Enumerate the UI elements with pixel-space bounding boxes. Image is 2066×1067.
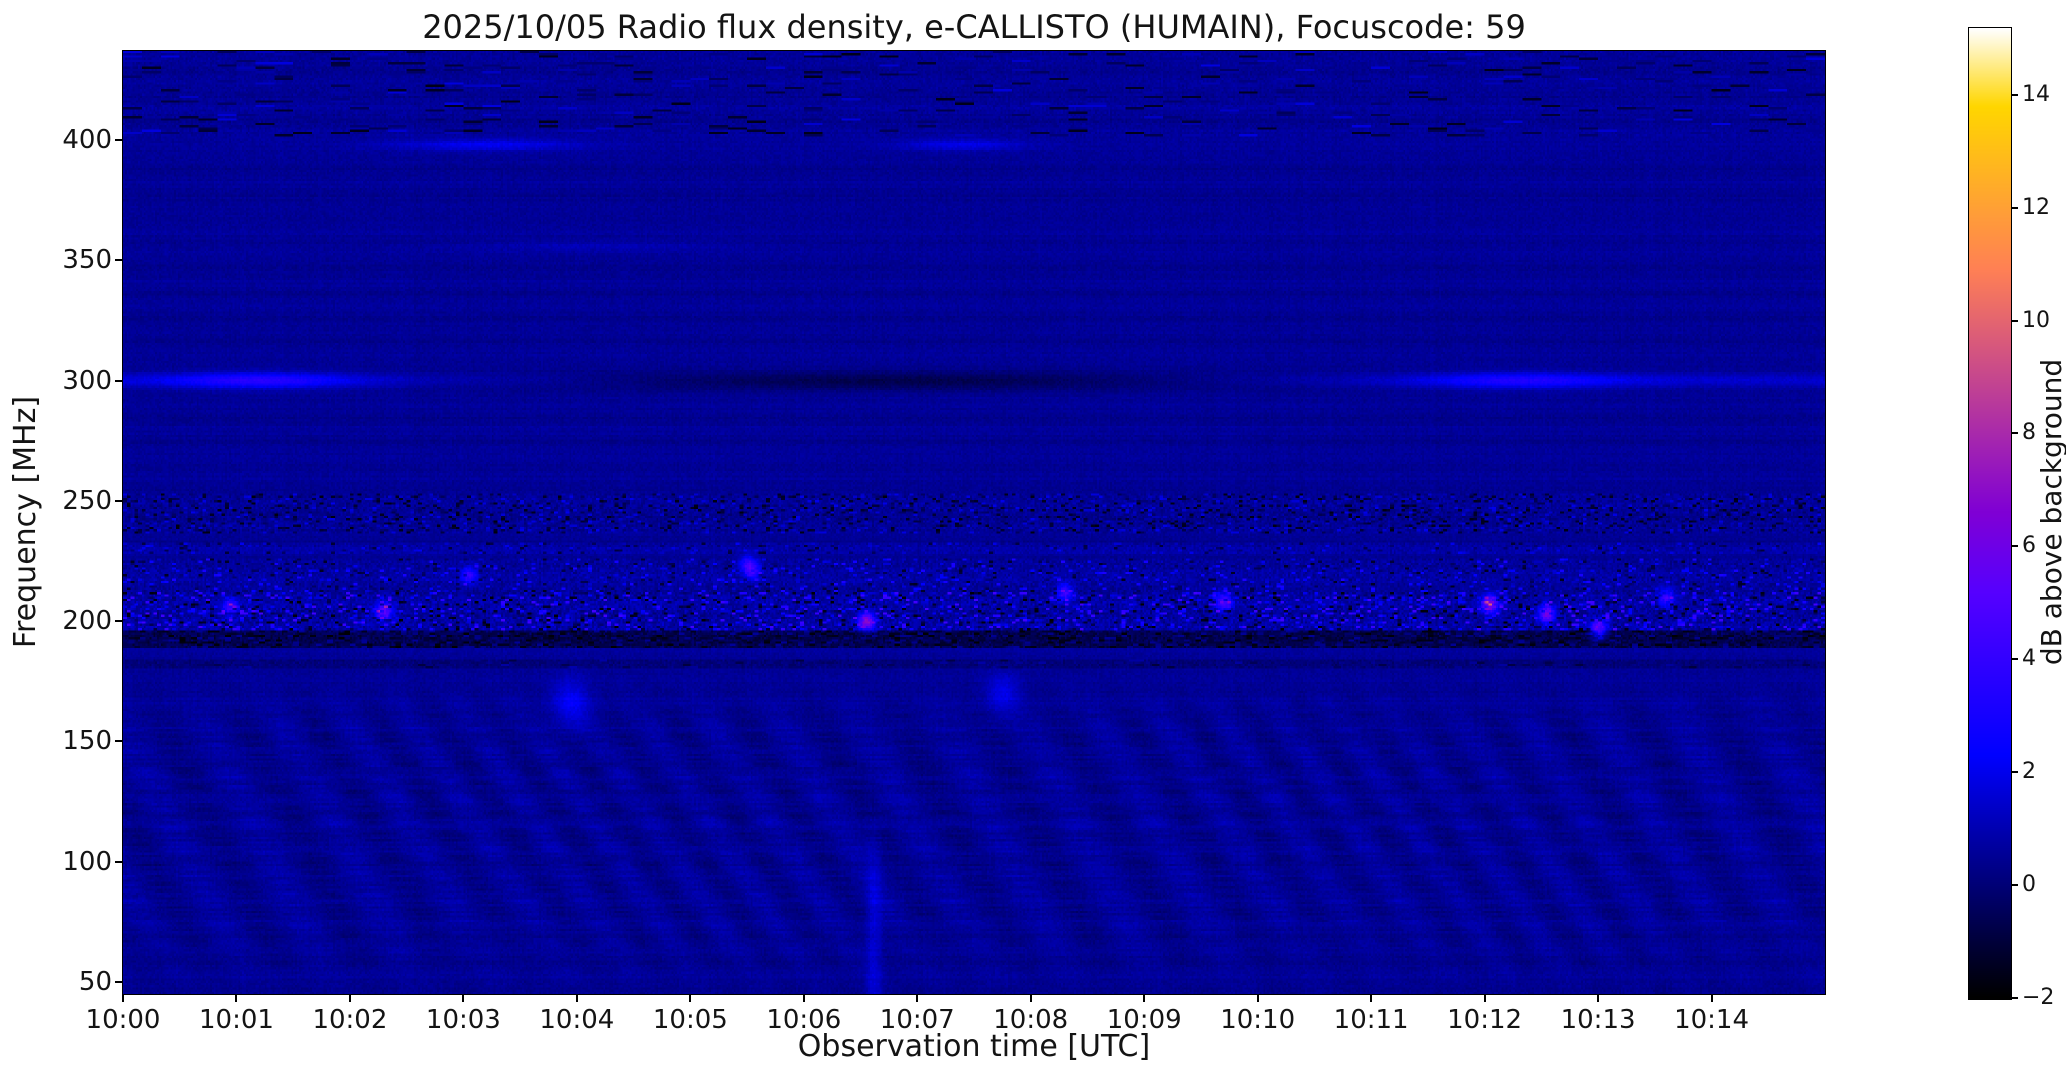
x-tick-mark xyxy=(462,995,465,1002)
x-tick-label: 10:04 xyxy=(539,1005,615,1035)
colorbar-tick-label: 8 xyxy=(2022,420,2036,446)
y-tick-mark xyxy=(115,139,122,141)
x-tick-label: 10:02 xyxy=(312,1005,388,1035)
y-tick-label: 300 xyxy=(62,365,112,396)
colorbar-tick-label: 4 xyxy=(2022,646,2036,672)
x-tick-mark xyxy=(1597,995,1600,1002)
x-tick-mark xyxy=(1143,995,1146,1002)
colorbar-tick-mark xyxy=(2012,545,2018,548)
x-tick-mark xyxy=(689,995,692,1002)
x-tick-mark xyxy=(916,995,919,1002)
x-tick-label: 10:10 xyxy=(1220,1005,1296,1035)
y-tick-mark xyxy=(115,980,122,983)
y-tick-label: 50 xyxy=(78,966,112,997)
x-tick-mark xyxy=(1710,995,1713,1002)
x-tick-mark xyxy=(802,995,805,1002)
x-axis-label: Observation time [UTC] xyxy=(797,1029,1151,1064)
colorbar-tick-mark xyxy=(2012,319,2018,322)
colorbar-tick-label: 6 xyxy=(2022,533,2036,559)
x-tick-mark xyxy=(1370,995,1373,1002)
y-tick-mark xyxy=(115,860,122,863)
x-tick-label: 10:00 xyxy=(85,1005,161,1035)
colorbar-label: dB above background xyxy=(2035,358,2066,666)
x-tick-label: 10:14 xyxy=(1674,1005,1749,1035)
y-tick-label: 350 xyxy=(62,245,112,276)
colorbar-tick-label: −2 xyxy=(2022,985,2055,1010)
y-tick-label: 100 xyxy=(62,846,112,877)
x-tick-mark xyxy=(575,995,578,1002)
colorbar-tick-mark xyxy=(2012,997,2018,999)
x-tick-mark xyxy=(122,995,124,1002)
x-tick-mark xyxy=(235,995,238,1002)
plot-area xyxy=(122,50,1826,995)
y-tick-mark xyxy=(115,620,122,623)
x-tick-mark xyxy=(348,995,351,1002)
colorbar-tick-label: 12 xyxy=(2022,194,2050,220)
y-tick-label: 250 xyxy=(62,485,112,516)
chart-title: 2025/10/05 Radio flux density, e-CALLIST… xyxy=(422,8,1526,46)
colorbar-tick-label: 14 xyxy=(2022,81,2050,107)
y-tick-label: 150 xyxy=(62,726,112,757)
y-tick-label: 200 xyxy=(62,606,112,637)
y-tick-label: 400 xyxy=(62,125,112,155)
colorbar-tick-mark xyxy=(2012,206,2018,209)
colorbar-canvas xyxy=(1968,27,2012,1000)
x-tick-label: 10:11 xyxy=(1333,1005,1409,1035)
colorbar-tick-mark xyxy=(2012,432,2018,435)
x-tick-label: 10:12 xyxy=(1447,1005,1523,1035)
colorbar-tick-label: 2 xyxy=(2022,759,2036,785)
x-tick-mark xyxy=(1483,995,1486,1002)
x-tick-label: 10:09 xyxy=(1106,1005,1182,1035)
colorbar-tick-mark xyxy=(2012,771,2018,774)
colorbar-tick-mark xyxy=(2012,658,2018,661)
colorbar-tick-label: 10 xyxy=(2022,307,2050,333)
x-tick-label: 10:07 xyxy=(879,1005,955,1035)
y-tick-mark xyxy=(115,379,122,382)
colorbar-tick-mark xyxy=(2012,884,2018,887)
x-tick-label: 10:01 xyxy=(198,1005,274,1035)
x-tick-label: 10:08 xyxy=(993,1005,1069,1035)
x-tick-label: 10:03 xyxy=(425,1005,501,1035)
x-tick-mark xyxy=(1029,995,1032,1002)
x-tick-label: 10:05 xyxy=(652,1005,728,1035)
heatmap-canvas xyxy=(123,51,1825,994)
colorbar-tick-label: 0 xyxy=(2022,872,2036,898)
colorbar-tick-mark xyxy=(2012,93,2018,96)
y-tick-mark xyxy=(115,499,122,502)
x-tick-label: 10:13 xyxy=(1560,1005,1636,1035)
y-tick-mark xyxy=(115,259,122,262)
x-tick-mark xyxy=(1256,995,1259,1002)
y-tick-mark xyxy=(115,740,122,743)
x-tick-label: 10:06 xyxy=(766,1005,842,1035)
